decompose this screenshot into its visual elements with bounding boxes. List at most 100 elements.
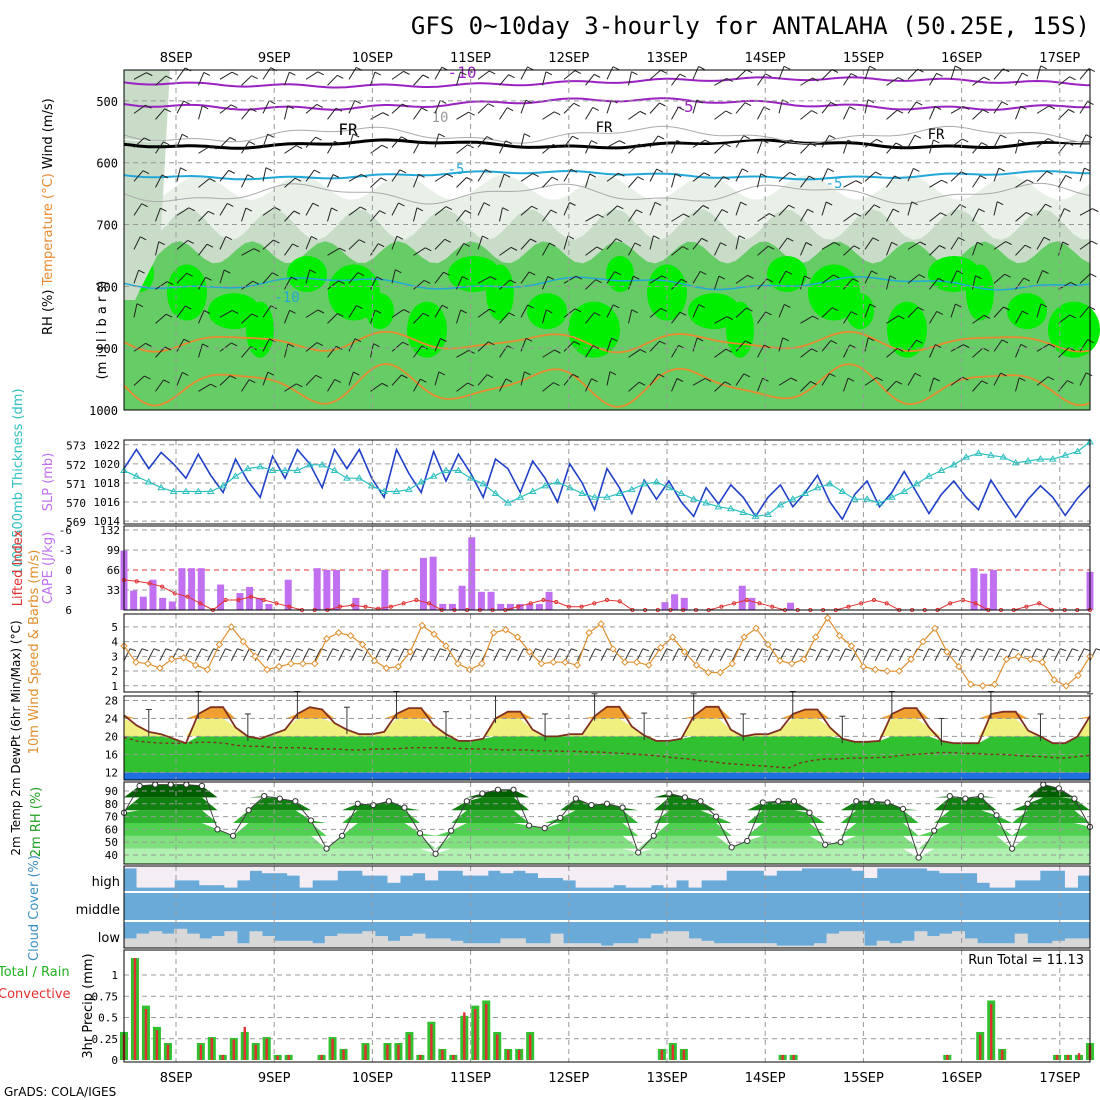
cloud-high-bar [387,866,401,883]
wind10-barb [1041,648,1049,661]
thickness-point [256,462,265,470]
wind10-speed-point [561,658,569,666]
wind-barb [606,205,618,216]
wind-barb [391,269,396,284]
date-label-top-4: 12SEP [548,51,589,66]
wind-barb-flag [446,173,454,178]
thickness-point [900,487,909,495]
wind-barb-flag [765,73,772,78]
wind-barb [499,107,508,120]
wind-barb-flag [704,377,712,382]
cloud-high-bar [124,866,138,869]
temp-line [123,705,1091,745]
precip-convective-bar [166,1044,170,1060]
thickness-point [516,493,525,500]
cape-bar [265,603,273,610]
wind-barb-flag [784,303,791,308]
wind10-speed-point [478,659,486,668]
lifted-index-point [948,601,953,606]
wind-barb-flag [401,374,408,379]
thickness-point [504,499,512,506]
wind-barb [176,100,185,114]
wind10-speed-point [549,658,558,666]
wind-barb [778,304,785,318]
li-ylabel: Lifted Index [11,529,26,606]
rh-blob [1007,293,1047,330]
wind-barb [886,275,891,290]
wind-barb-flag [889,275,897,280]
wind10-barb-flag [189,648,196,652]
temp-tick-28: 28 [105,694,118,707]
wind-barb-flag [530,238,537,243]
wind-barb-flag [335,345,343,350]
wind10-barb [218,648,226,661]
thickness-point [751,512,760,519]
wind10-speed-point [1074,671,1082,680]
wind-barb [348,272,359,284]
wind-barb [241,108,251,120]
wind-barb [843,377,849,392]
contour-label-1: -5 [674,97,693,116]
wind-barb [413,378,421,392]
cape-bar [419,557,427,610]
profile-level-800: 800 [96,280,118,294]
wind10-barb [290,648,298,661]
profile-ylabel: RH (%) Temperature (°C) Wind (m/s) [41,98,56,335]
wind-barb [735,69,747,80]
wind-barb-flag [486,374,494,379]
wind-barb-flag [593,73,601,78]
wind-tick-5: 5 [111,621,118,634]
chart-title: GFS 0~10day 3-hourly for ANTALAHA (50.25… [411,12,1090,40]
wind-barb-flag [916,339,923,344]
rh-point [822,841,829,848]
wind-barb [413,312,424,324]
wind-barb [262,305,272,318]
wind-barb [714,348,727,358]
wind-barb-flag [681,278,688,283]
wind-barb-flag [916,101,923,106]
cloud-high-bar [625,866,639,888]
wind-barb [499,378,507,392]
wind-barb [241,141,250,154]
wind-barb [305,236,312,250]
wind-barb [563,202,570,216]
wind-barb-flag [183,338,191,343]
wind10-speed-point [1026,655,1035,663]
lifted-index-point [1037,601,1042,606]
wind-barb-flag [296,383,303,388]
wind-barb-flag [163,379,170,384]
ylabel-rh: RH (%) [41,285,56,335]
precip-tick-2: 0.5 [98,1012,118,1025]
lifted-index-point [719,604,724,609]
wind10-barb-flag [332,648,339,652]
wind10-barb [350,648,358,661]
rh-point [525,822,533,829]
wind-barb-flag [295,145,303,150]
cape-bar [313,568,321,610]
wind10-barb [922,648,930,661]
lifted-index-point [871,597,877,603]
temp-tick-24: 24 [105,712,119,725]
wind-barb-flag [273,239,280,244]
wind-barb-flag [225,236,232,241]
wind-barb-flag [267,133,274,138]
wind10-barb-flag [702,648,709,652]
wind-barb-flag [896,109,904,114]
wind-barb-flag [897,77,905,82]
wind10-speed-point [215,640,224,649]
rh-point [198,782,206,789]
lifted-index-point [859,601,864,606]
wind-barb-flag [315,374,322,379]
wind-barb-flag [208,210,215,215]
wind-barb [542,309,547,324]
cloud-high-bar [801,866,815,869]
wind-barb-flag [553,382,560,387]
wind-barb [1079,339,1089,352]
wind-barb [735,135,745,148]
wind-barb [843,139,849,154]
cloud-low-bar [136,933,150,948]
wind-barb [413,345,423,358]
wind-barb-flag [209,178,216,183]
cape-bar [130,590,138,610]
wind10-speed-point [251,652,259,661]
